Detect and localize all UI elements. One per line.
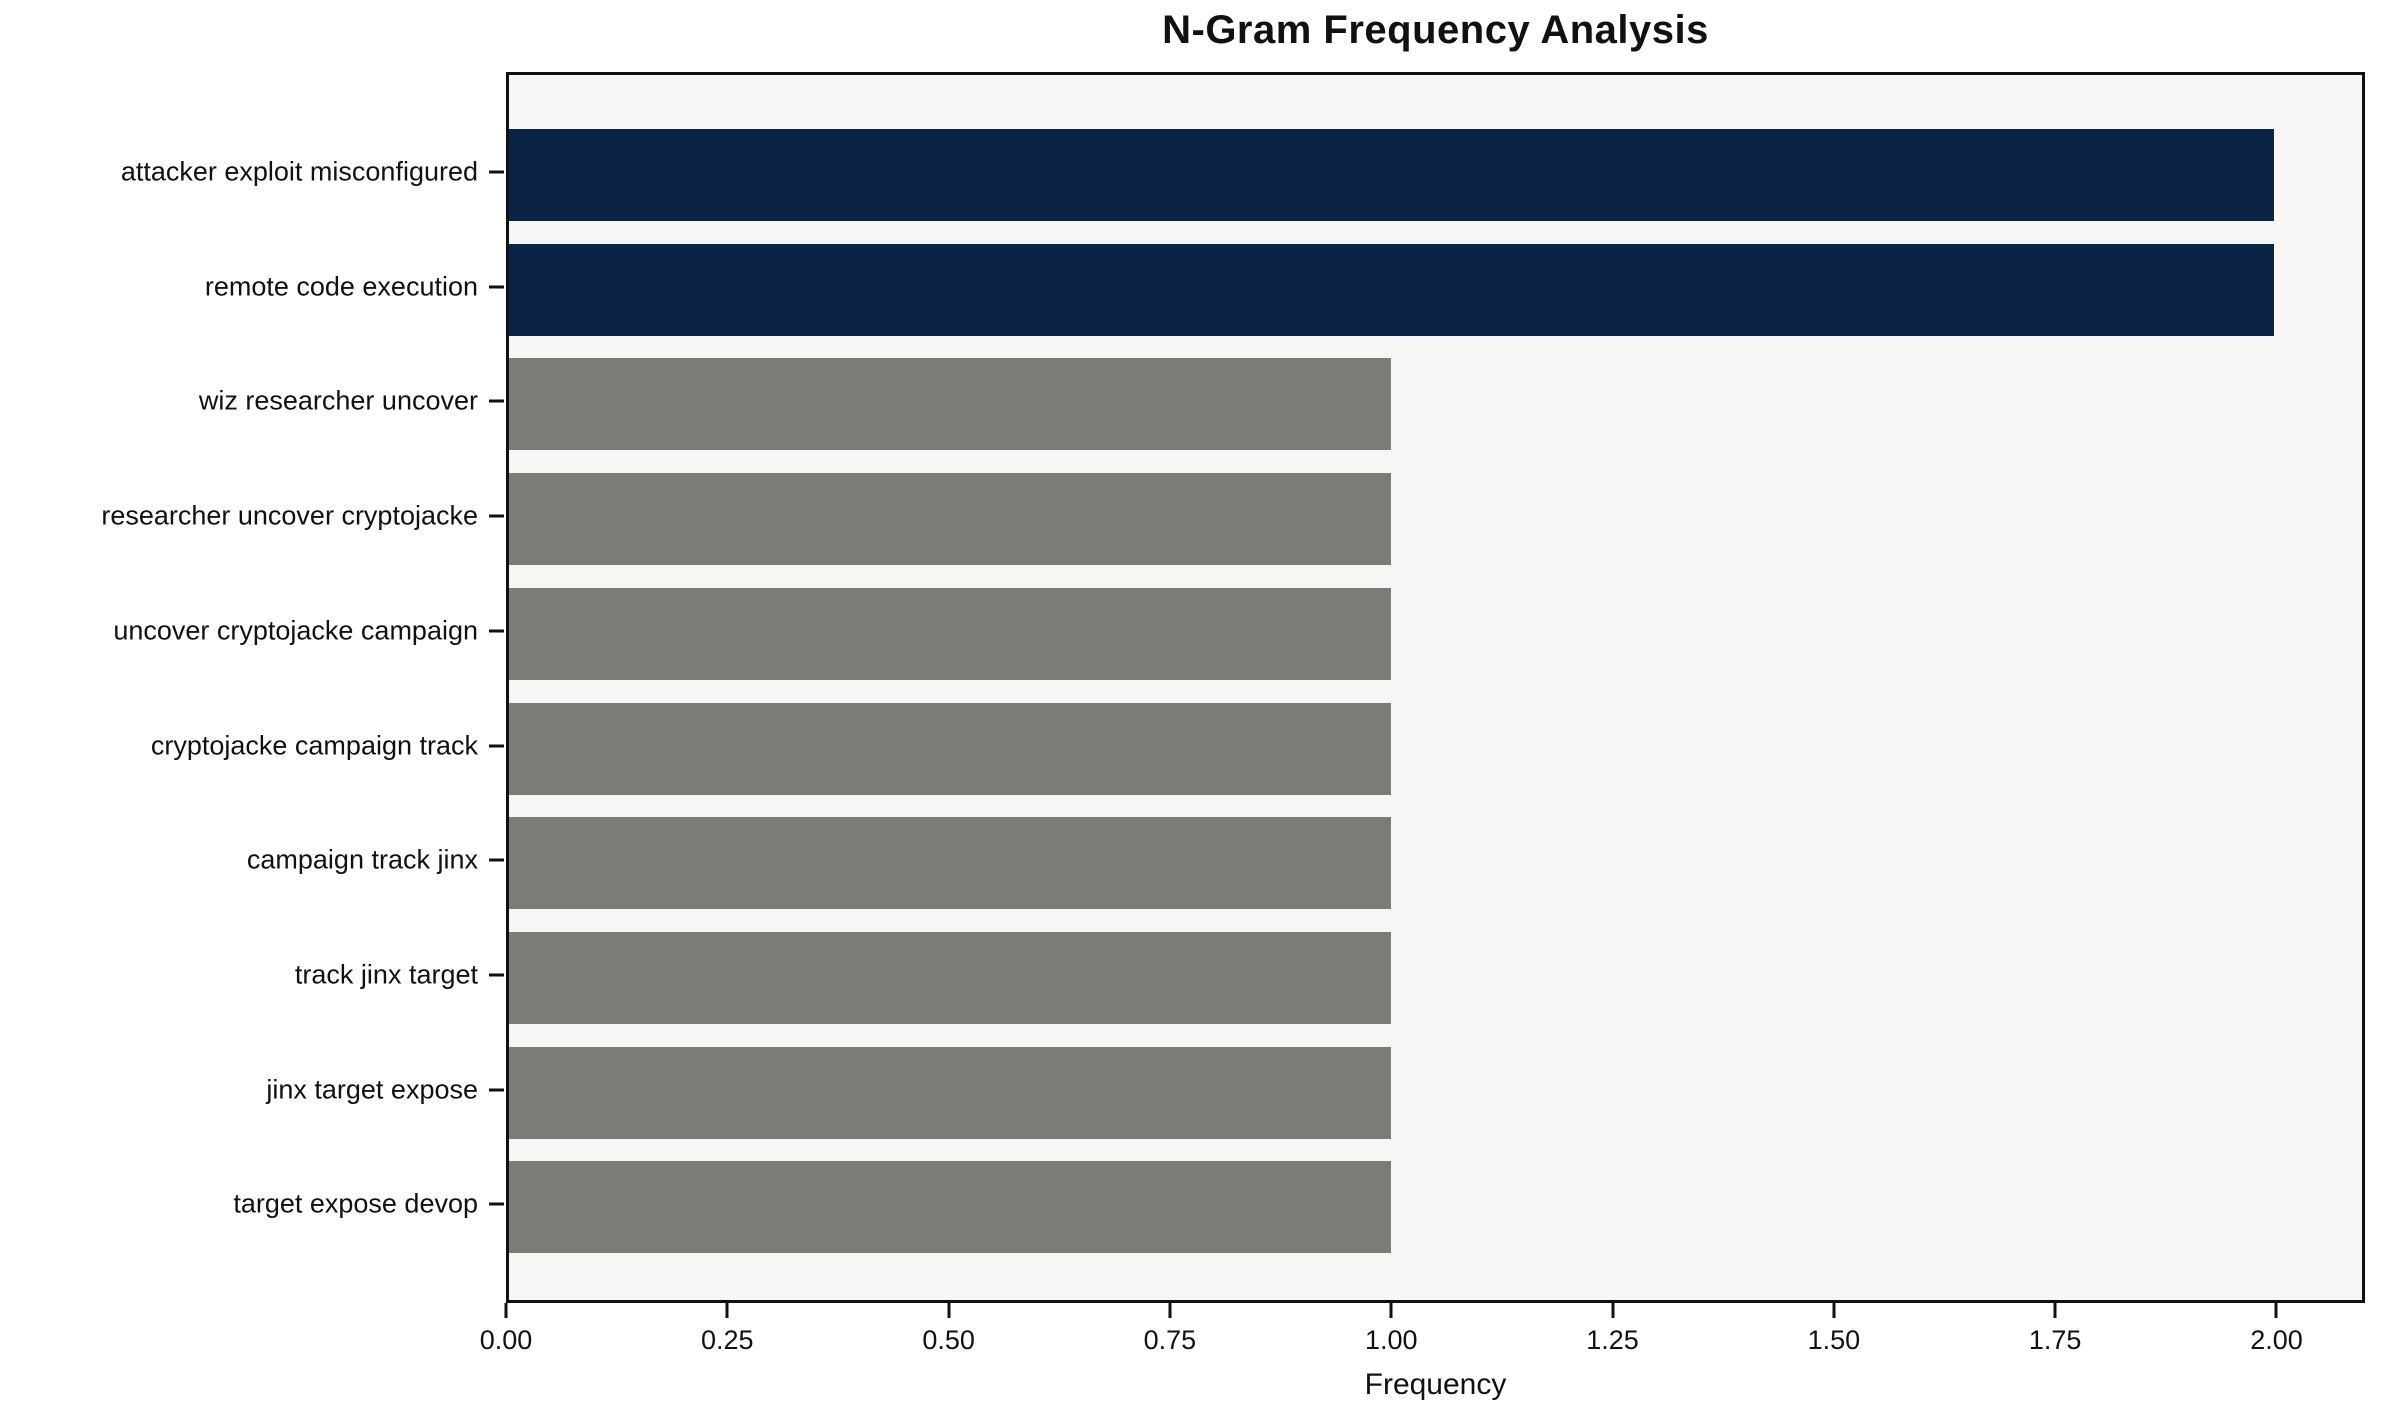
- y-tick-label: wiz researcher uncover: [198, 385, 478, 416]
- bar-uncover-cryptojacke-campaign: [509, 587, 1392, 680]
- bar-track-jinx-target: [509, 931, 1392, 1024]
- y-tick-label: remote code execution: [204, 271, 478, 302]
- x-tick-label: 0.25: [701, 1325, 754, 1355]
- x-tick-mark: [1389, 1303, 1393, 1318]
- x-tick-label: 1.00: [1364, 1325, 1418, 1355]
- x-axis-label: Frequency: [1364, 1368, 1507, 1401]
- y-tick-mark: [489, 399, 504, 403]
- bar-campaign-track-jinx: [509, 817, 1392, 910]
- bar-target-expose-devop: [509, 1161, 1392, 1254]
- y-tick-label: campaign track jinx: [246, 844, 478, 875]
- y-tick-label: attacker exploit misconfigured: [120, 156, 478, 187]
- x-axis: 0.00 0.25 0.50 0.75 1.00 1.25 1.50 1.75 2.00: [480, 1303, 2365, 1373]
- x-tick-mark: [2274, 1303, 2278, 1318]
- bar-remote-code-execution: [509, 243, 2274, 336]
- y-tick-label: cryptojacke campaign track: [150, 730, 478, 760]
- plot-area: [506, 72, 2365, 1303]
- bar-attacker-exploit-misconfigured: [509, 129, 2274, 221]
- x-tick-label: 1.50: [1807, 1325, 1861, 1355]
- y-tick-mark: [489, 1088, 504, 1092]
- bar-jinx-target-expose: [509, 1046, 1392, 1139]
- y-tick-label: researcher uncover cryptojacke: [101, 500, 478, 531]
- y-tick-mark: [489, 1202, 504, 1206]
- y-tick-mark: [489, 858, 504, 862]
- y-tick-mark: [489, 973, 504, 977]
- y-tick-mark: [489, 744, 504, 747]
- bar-cryptojacke-campaign-track: [509, 702, 1392, 795]
- y-tick-label: track jinx target: [294, 959, 478, 990]
- x-tick-label: 0.00: [479, 1325, 533, 1355]
- x-tick-mark: [725, 1303, 729, 1318]
- y-tick-mark: [489, 514, 504, 518]
- x-tick-label: 1.25: [1586, 1325, 1639, 1355]
- y-tick-mark: [489, 285, 504, 289]
- y-tick-mark: [489, 170, 504, 174]
- bar-wiz-researcher-uncover: [509, 358, 1392, 451]
- chart-title: N-Gram Frequency Analysis: [1162, 8, 1709, 52]
- x-tick-label: 0.75: [1143, 1325, 1197, 1355]
- y-tick-label: uncover cryptojacke campaign: [113, 615, 478, 646]
- x-tick-mark: [504, 1303, 508, 1318]
- x-tick-mark: [1168, 1303, 1172, 1318]
- x-tick-mark: [2053, 1303, 2057, 1318]
- x-tick-mark: [947, 1303, 951, 1318]
- y-tick-label: jinx target expose: [266, 1074, 478, 1105]
- x-tick-label: 0.50: [922, 1325, 975, 1355]
- bars-layer: [509, 75, 2362, 1300]
- y-axis: attacker exploit misconfigured remote cod…: [0, 72, 506, 1303]
- x-tick-mark: [1611, 1303, 1615, 1318]
- bar-researcher-uncover-cryptojacke: [509, 473, 1392, 566]
- x-tick-label: 2.00: [2250, 1325, 2303, 1355]
- x-tick-label: 1.75: [2028, 1325, 2082, 1355]
- y-tick-label: target expose devop: [233, 1188, 478, 1219]
- x-tick-mark: [1832, 1303, 1836, 1318]
- y-tick-mark: [489, 629, 504, 633]
